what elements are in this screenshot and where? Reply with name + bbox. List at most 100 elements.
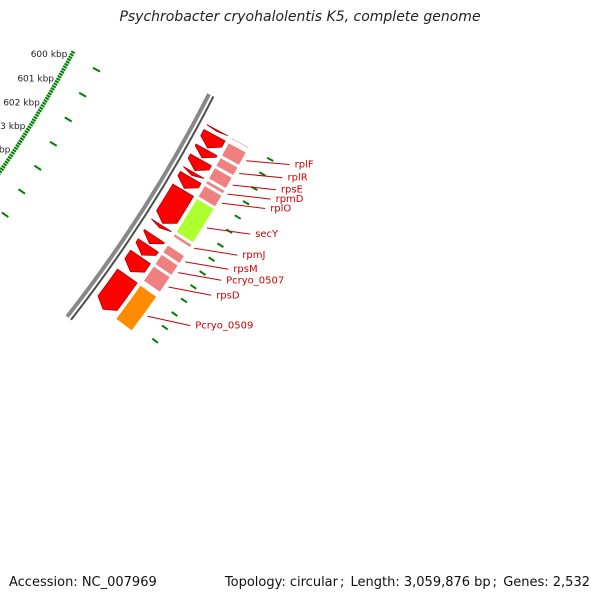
accession-text: Accession: NC_007969 [9,575,157,590]
gene-label-rplf[interactable]: rplF [295,160,314,171]
minor-tick [15,143,20,148]
minor-tick [10,150,16,155]
gene-label-pcryo_0509[interactable]: Pcryo_0509 [195,321,253,332]
genome-backbone [65,93,215,321]
minor-tick [34,113,40,118]
gene-label-leader [206,227,251,235]
kbp-tick [78,91,87,98]
minor-tick [22,132,28,137]
genes-count-text: Genes: 2,532 [503,575,590,590]
gene-arrow[interactable] [124,249,151,273]
minor-tick [7,155,12,160]
minor-tick [40,103,45,108]
gene-features [97,124,250,332]
kbp-tick-label: 601 kbp [17,74,54,84]
minor-tick [55,77,61,82]
gene-label-rpmd[interactable]: rpmD [276,194,304,205]
gene-label-leader [168,286,212,296]
minor-tick [33,115,38,120]
kbp-tick [49,140,58,147]
gene-arrow[interactable] [200,128,226,149]
gene-arrow[interactable] [97,268,138,311]
gene-category-band[interactable] [175,197,215,244]
minor-tick [69,52,74,57]
minor-tick [38,106,44,111]
outer-tick [216,242,224,248]
gene-category-band[interactable] [142,265,171,293]
gene-category-band[interactable] [221,142,247,166]
gene-category-band[interactable] [230,137,250,149]
minor-tick [57,74,62,79]
gene-arrow[interactable] [194,143,218,159]
outer-tick [258,171,266,177]
minor-tick [24,129,29,134]
minor-tick [41,101,47,106]
gene-label-leader [239,173,283,179]
minor-tick [62,65,68,69]
kbp-tick-label: 603 kbp [0,122,26,132]
gene-arrow[interactable] [183,166,205,179]
gene-arrow[interactable] [187,153,212,172]
gene-arrow[interactable] [177,170,202,189]
gene-arrow[interactable] [151,218,172,233]
gene-label-leader [246,160,290,165]
minor-tick [18,139,23,144]
gene-category-band[interactable] [162,244,186,265]
gene-label-pcryo_0507[interactable]: Pcryo_0507 [226,275,284,286]
minor-tick [64,62,69,67]
kbp-tick [92,66,101,73]
kbp-tick [17,188,26,195]
genome-summary: Topology: circular; Length: 3,059,876 bp… [222,575,592,590]
gene-label-rpsm[interactable]: rpsM [233,264,257,275]
gene-label-secy[interactable]: secY [255,229,279,240]
minor-tick [13,146,19,151]
outer-tick [161,324,169,331]
kbp-tick-label: 604 kbp [0,146,11,156]
gene-label-leader [227,193,271,200]
minor-tick [2,162,8,167]
gene-label-rpse[interactable]: rpsE [281,185,303,196]
gene-arrow[interactable] [143,229,165,245]
minor-tick [0,170,3,174]
gene-label-leader [221,202,266,209]
minor-tick [46,94,51,98]
outer-tick [242,200,250,206]
gene-label-rpsd[interactable]: rpsD [216,290,240,301]
gene-category-band[interactable] [197,184,223,208]
gene-label-rpmj[interactable]: rpmJ [242,250,265,261]
kbp-tick [64,116,73,123]
gene-category-band[interactable] [215,157,239,177]
minor-tick [25,127,31,132]
gene-category-band[interactable] [172,233,193,248]
minor-tick [9,153,14,158]
gene-arrow[interactable] [206,124,228,137]
minor-tick [16,141,22,146]
outer-tick [151,337,159,344]
outer-tick [199,270,207,276]
backbone-line-inner [65,93,211,318]
gene-label-leader [185,261,229,270]
gene-label-rplr[interactable]: rplR [288,173,308,184]
gene-category-band[interactable] [205,179,226,195]
minor-tick [0,167,5,172]
gene-label-rplo[interactable]: rplO [270,204,291,215]
outer-tick [266,156,274,162]
minor-tick [36,111,41,115]
minor-tick [48,89,54,94]
gene-category-band[interactable] [208,167,233,190]
minor-tick [58,72,64,77]
gene-category-band[interactable] [154,253,179,276]
minor-tick [51,84,57,89]
gene-arrow[interactable] [156,183,195,224]
minor-tick [65,60,70,64]
minor-tick [54,79,59,84]
gene-category-band[interactable] [115,284,158,332]
minor-tick [53,82,58,86]
map-title: Psychrobacter cryohalolentis K5, complet… [119,9,481,25]
gene-arrow[interactable] [135,238,159,256]
outer-tick [189,283,197,290]
kbp-tick-label: 602 kbp [3,99,40,109]
minor-tick [37,108,43,113]
